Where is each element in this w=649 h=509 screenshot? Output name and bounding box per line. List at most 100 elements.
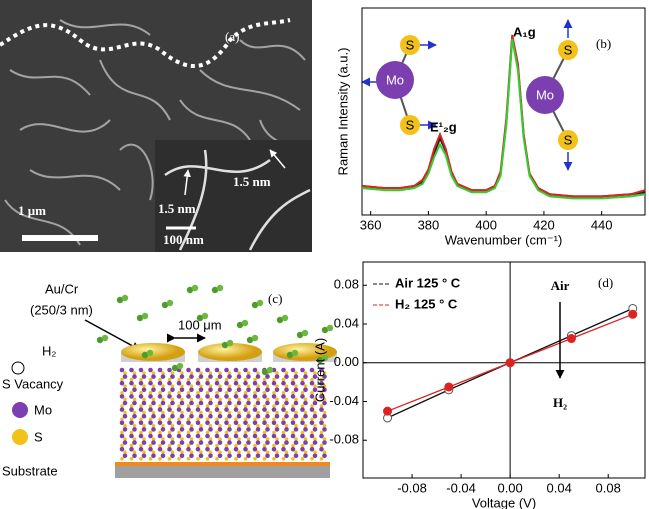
s-atom xyxy=(190,398,194,402)
mo-atom xyxy=(275,374,280,379)
mo-atom xyxy=(224,381,229,386)
annotation: Air xyxy=(551,278,570,293)
plot-frame xyxy=(363,262,645,478)
h2-atom xyxy=(282,315,288,321)
mo-atom xyxy=(167,407,172,412)
s-atom xyxy=(168,391,172,395)
mo-atom xyxy=(148,381,153,386)
atom-label: S xyxy=(564,132,573,147)
s-atom xyxy=(272,404,276,408)
mo-atom xyxy=(170,374,175,379)
mo-atom xyxy=(158,368,163,373)
mo-atom xyxy=(208,414,213,419)
s-atom xyxy=(266,411,270,415)
mo-atom xyxy=(243,381,248,386)
mo-atom xyxy=(177,381,182,386)
s-atom xyxy=(253,457,257,461)
s-atom xyxy=(158,417,162,421)
mo-atom xyxy=(139,447,144,452)
s-atom xyxy=(285,411,289,415)
x-axis-label: Wavenumber (cm⁻¹) xyxy=(445,232,563,247)
s-atom xyxy=(225,417,229,421)
mo-atom xyxy=(186,447,191,452)
s-atom xyxy=(187,404,191,408)
atom-label: Mo xyxy=(536,87,554,102)
s-atom xyxy=(149,391,153,395)
s-atom xyxy=(313,450,317,454)
s-atom xyxy=(218,384,222,388)
x-axis-label: Voltage (V) xyxy=(472,495,536,509)
mo-atom xyxy=(272,407,277,412)
mo-atom xyxy=(205,447,210,452)
s-atom xyxy=(149,404,153,408)
x-tick-label: 380 xyxy=(418,217,440,232)
mo-atom xyxy=(291,381,296,386)
mo-atom xyxy=(170,454,175,459)
x-tick-label: 0.04 xyxy=(547,480,572,495)
s-atom xyxy=(206,457,210,461)
mo-atom xyxy=(186,381,191,386)
s-atom xyxy=(120,378,124,382)
panel-c: Au/Cr (250/3 nm) H₂ 100 μm S Vacancy Mo … xyxy=(2,281,337,478)
mo-atom xyxy=(243,434,248,439)
s-atom xyxy=(130,378,134,382)
mo-atom xyxy=(142,374,147,379)
s-atom xyxy=(228,371,232,375)
s-atom xyxy=(152,411,156,415)
s-atom xyxy=(209,371,213,375)
mo-atom xyxy=(139,394,144,399)
mo-atom xyxy=(177,407,182,412)
mo-atom xyxy=(218,440,223,445)
mo-atom xyxy=(256,414,261,419)
s-atom xyxy=(209,411,213,415)
mo-atom xyxy=(161,427,166,432)
mo-atom xyxy=(322,454,327,459)
s-atom xyxy=(133,450,137,454)
mo-atom xyxy=(129,434,134,439)
y-tick-label: 0.08 xyxy=(334,277,359,292)
mo-atom xyxy=(151,414,156,419)
mo-atom xyxy=(177,447,182,452)
s-atom xyxy=(247,371,251,375)
s-atom xyxy=(263,431,267,435)
atom-label: S xyxy=(406,37,415,52)
mo-atom xyxy=(142,401,147,406)
h2-atom xyxy=(192,285,198,291)
mo-atom xyxy=(196,447,201,452)
mo-atom xyxy=(237,427,242,432)
s-atom xyxy=(133,411,137,415)
x-tick-label: 0.00 xyxy=(497,480,522,495)
peak-label: A₁g xyxy=(513,24,536,39)
mo-atom xyxy=(310,421,315,426)
mo-atom xyxy=(151,388,156,393)
s-atom xyxy=(120,417,124,421)
mo-atom xyxy=(199,401,204,406)
s-atom xyxy=(215,391,219,395)
s-atom xyxy=(263,391,267,395)
y-axis-label: Raman Intensity (a.u.) xyxy=(335,48,350,176)
s-atom xyxy=(237,411,241,415)
mo-atom xyxy=(243,368,248,373)
s-atom xyxy=(282,444,286,448)
s-atom xyxy=(120,457,124,461)
s-atom xyxy=(244,417,248,421)
mo-atom xyxy=(294,414,299,419)
s-atom xyxy=(158,457,162,461)
mo-atom xyxy=(170,401,175,406)
substrate xyxy=(115,465,330,478)
s-atom xyxy=(294,424,298,428)
s-atom xyxy=(275,398,279,402)
s-atom xyxy=(234,444,238,448)
mo-atom xyxy=(161,440,166,445)
mo-atom xyxy=(199,440,204,445)
mo-atom xyxy=(246,414,251,419)
mo-atom xyxy=(170,388,175,393)
mo-atom xyxy=(284,388,289,393)
s-atom xyxy=(149,378,153,382)
s-atom xyxy=(168,417,172,421)
mo-atom xyxy=(234,434,239,439)
mo-atom xyxy=(294,374,299,379)
mo-atom xyxy=(294,427,299,432)
s-atom xyxy=(291,417,295,421)
mo-atom xyxy=(303,440,308,445)
